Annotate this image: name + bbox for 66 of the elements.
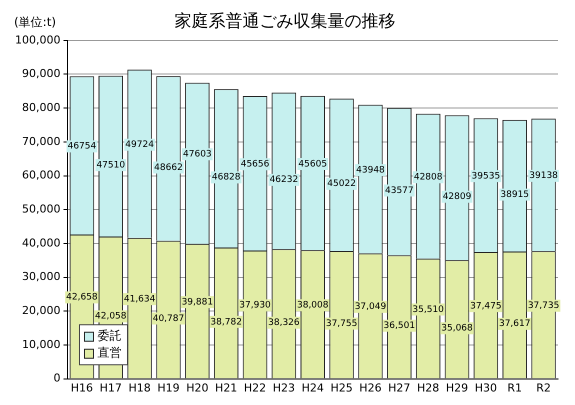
data-label: 47510 xyxy=(96,160,126,170)
data-label: 42808 xyxy=(414,172,443,183)
data-label: 35,510 xyxy=(412,304,444,315)
data-label: 37,475 xyxy=(470,301,502,312)
x-tick-label: H22 xyxy=(244,381,266,394)
x-tick-label: H24 xyxy=(302,381,324,394)
data-label: 43948 xyxy=(356,165,386,176)
data-label: 37,735 xyxy=(528,301,560,312)
legend-label: 委託 xyxy=(97,328,122,342)
y-tick-label: 10,000 xyxy=(22,338,60,351)
data-label: 37,755 xyxy=(326,319,358,330)
y-tick-label: 40,000 xyxy=(22,236,60,250)
data-label: 41,634 xyxy=(124,294,156,304)
chart-title: 家庭系普通ごみ収集量の推移 xyxy=(174,12,396,32)
data-label: 38915 xyxy=(500,190,530,200)
y-tick-label: 90,000 xyxy=(22,67,60,80)
data-label: 36,501 xyxy=(384,321,416,332)
x-tick-label: H18 xyxy=(128,381,151,394)
y-tick-label: 0 xyxy=(53,372,60,385)
y-tick-label: 30,000 xyxy=(22,270,60,284)
x-tick-label: H21 xyxy=(215,381,238,394)
x-tick-label: H16 xyxy=(70,381,94,394)
y-tick-label: 20,000 xyxy=(22,304,60,317)
data-label: 37,049 xyxy=(354,302,386,312)
data-label: 39138 xyxy=(529,171,558,182)
y-axis-title: (単位:t) xyxy=(14,14,56,31)
x-tick-label: H20 xyxy=(186,381,208,394)
data-label: 42,658 xyxy=(66,292,98,303)
legend-label: 直営 xyxy=(97,345,122,360)
data-label: 45605 xyxy=(298,159,328,170)
data-label: 43577 xyxy=(384,186,414,196)
x-tick-label: H28 xyxy=(417,381,440,394)
x-tick-label: H17 xyxy=(100,381,122,394)
data-label: 38,782 xyxy=(210,317,242,328)
x-tick-label: R2 xyxy=(536,381,551,394)
data-label: 38,008 xyxy=(296,300,329,311)
y-tick-label: 80,000 xyxy=(22,100,60,114)
x-tick-label: H23 xyxy=(272,381,296,394)
data-label: 39535 xyxy=(472,171,500,182)
data-label: 35,068 xyxy=(441,324,474,334)
data-label: 40,787 xyxy=(152,314,184,324)
data-label: 45656 xyxy=(240,160,270,170)
data-label: 46232 xyxy=(270,175,298,186)
data-label: 37,930 xyxy=(239,300,272,311)
data-label: 42809 xyxy=(442,192,472,202)
x-tick-label: H19 xyxy=(157,381,180,394)
data-label: 47603 xyxy=(183,150,212,160)
x-tick-label: H29 xyxy=(446,381,468,394)
data-label: 38,326 xyxy=(268,318,300,328)
data-label: 45022 xyxy=(327,179,356,190)
data-label: 48662 xyxy=(154,162,183,173)
data-label: 39,881 xyxy=(182,297,214,308)
y-tick-label: 50,000 xyxy=(22,202,60,216)
x-tick-label: H27 xyxy=(388,381,410,394)
data-label: 46754 xyxy=(68,142,96,152)
x-tick-label: H25 xyxy=(330,381,353,394)
x-tick-label: H26 xyxy=(359,381,382,394)
data-label: 46828 xyxy=(212,172,241,183)
y-tick-label: 60,000 xyxy=(22,168,60,182)
y-tick-label: 70,000 xyxy=(22,134,60,148)
x-tick-label: H30 xyxy=(474,381,498,394)
data-label: 42,058 xyxy=(95,312,127,322)
x-tick-label: R1 xyxy=(507,381,522,394)
y-tick-label: 100,000 xyxy=(14,33,60,46)
data-label: 37,617 xyxy=(498,319,530,330)
data-label: 49724 xyxy=(125,140,154,150)
